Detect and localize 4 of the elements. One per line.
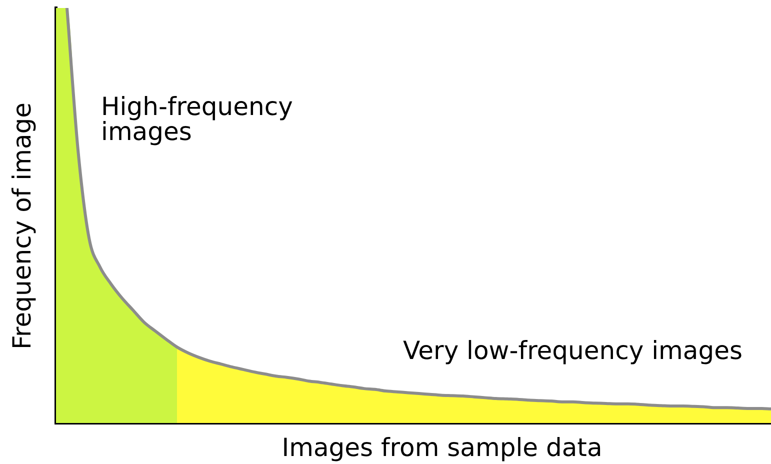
annotation: Very low-frequency images	[403, 336, 743, 365]
y-axis-title: Frequency of image	[8, 102, 36, 350]
annotation: High-frequency images	[101, 92, 294, 146]
x-axis-title: Images from sample data	[282, 433, 602, 462]
